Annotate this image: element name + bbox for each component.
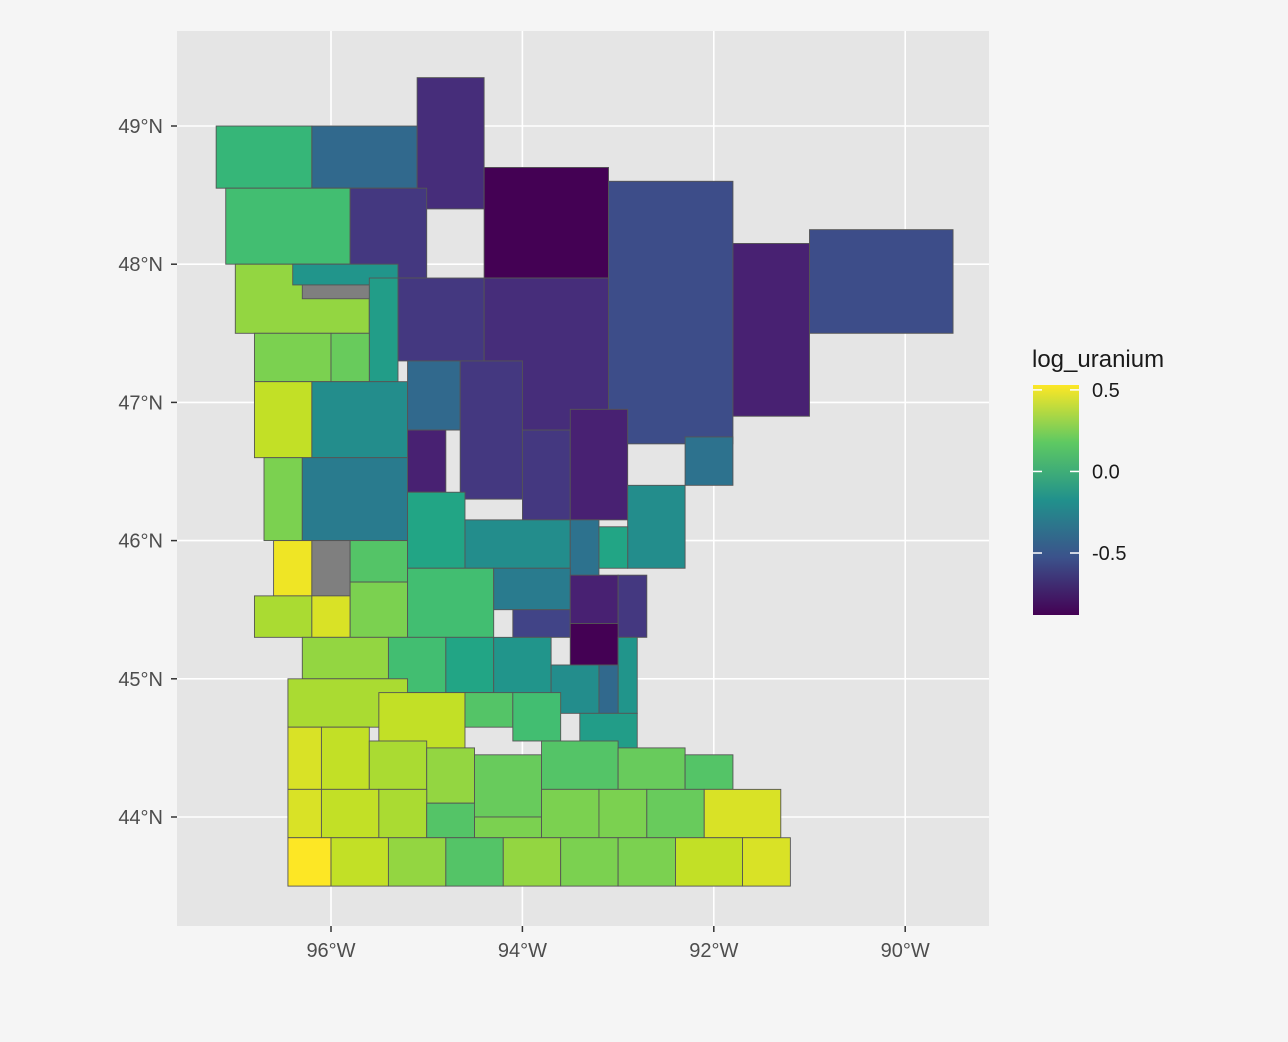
county-polygon xyxy=(320,788,380,839)
county-polygon xyxy=(617,747,686,790)
county-polygon xyxy=(225,187,351,265)
county-polygon xyxy=(560,837,619,887)
county-polygon xyxy=(474,754,542,818)
county-polygon xyxy=(742,837,791,887)
county-polygon xyxy=(416,77,485,210)
county-polygon xyxy=(311,595,351,638)
county-polygon xyxy=(426,747,476,804)
county-polygon xyxy=(263,457,303,542)
county-polygon xyxy=(387,837,447,887)
county-polygon xyxy=(646,788,705,839)
county-polygon xyxy=(407,429,447,493)
county-polygon xyxy=(541,740,619,790)
county-polygon xyxy=(311,381,409,459)
county-polygon xyxy=(349,187,428,279)
county-polygon xyxy=(598,788,648,839)
y-tick-label: 46°N xyxy=(118,531,163,553)
county-polygon xyxy=(287,837,332,887)
legend-colorbar xyxy=(1033,385,1079,615)
county-polygon xyxy=(330,837,389,887)
y-tick-label: 48°N xyxy=(118,254,163,276)
county-polygon xyxy=(569,574,619,624)
county-polygon xyxy=(287,726,322,790)
legend-label: -0.5 xyxy=(1092,543,1126,565)
legend: log_uranium 0.5 0.0 -0.5 xyxy=(1032,346,1164,615)
county-polygon xyxy=(464,519,571,569)
county-polygon xyxy=(541,788,600,839)
county-polygon xyxy=(608,180,734,445)
county-polygon xyxy=(397,277,485,362)
y-tick-label: 49°N xyxy=(118,116,163,138)
y-tick-label: 47°N xyxy=(118,392,163,414)
county-polygon xyxy=(311,125,418,189)
legend-ticks: 0.5 0.0 -0.5 xyxy=(1033,380,1126,565)
legend-label: 0.0 xyxy=(1092,461,1120,483)
county-polygon xyxy=(301,284,380,300)
county-polygon xyxy=(483,167,609,279)
county-polygon xyxy=(493,567,571,611)
x-axis: 96°W 94°W 92°W 90°W xyxy=(306,926,930,962)
county-polygon xyxy=(493,636,552,700)
county-polygon xyxy=(598,526,629,569)
county-polygon xyxy=(474,816,542,839)
county-polygon xyxy=(502,837,562,887)
county-polygon xyxy=(349,581,409,638)
x-tick-label: 94°W xyxy=(498,940,547,962)
county-polygon xyxy=(521,429,571,521)
county-polygon xyxy=(349,540,409,583)
county-polygon xyxy=(253,381,313,459)
county-polygon xyxy=(407,360,461,431)
x-tick-label: 96°W xyxy=(306,940,355,962)
county-polygon xyxy=(809,229,954,334)
county-polygon xyxy=(426,802,476,839)
y-tick-label: 44°N xyxy=(118,807,163,829)
county-polygon xyxy=(617,636,638,714)
county-polygon xyxy=(378,788,428,839)
county-polygon xyxy=(287,788,322,839)
county-polygon xyxy=(598,664,619,714)
county-polygon xyxy=(368,277,399,383)
county-polygon xyxy=(301,457,409,542)
county-polygon xyxy=(684,754,734,790)
county-polygon xyxy=(253,595,313,638)
county-polygons xyxy=(215,77,954,887)
county-polygon xyxy=(407,567,495,638)
county-polygon xyxy=(215,125,313,189)
county-polygon xyxy=(253,332,332,383)
legend-title: log_uranium xyxy=(1032,346,1164,373)
county-polygon xyxy=(273,540,313,597)
county-polygon xyxy=(732,243,810,417)
county-polygon xyxy=(320,726,370,790)
county-polygon xyxy=(407,491,466,569)
x-tick-label: 90°W xyxy=(881,940,930,962)
county-polygon xyxy=(617,837,676,887)
county-polygon xyxy=(459,360,523,500)
county-polygon xyxy=(569,623,619,666)
county-polygon xyxy=(569,408,629,521)
county-polygon xyxy=(464,692,514,728)
county-polygon xyxy=(703,788,782,839)
county-polygon xyxy=(311,540,351,597)
county-polygon xyxy=(512,609,571,638)
legend-label: 0.5 xyxy=(1092,380,1120,402)
county-polygon xyxy=(512,692,562,742)
county-polygon xyxy=(330,332,370,383)
county-polygon xyxy=(445,837,504,887)
county-polygon xyxy=(445,636,495,694)
county-polygon xyxy=(627,484,686,569)
y-tick-label: 45°N xyxy=(118,669,163,691)
county-polygon xyxy=(684,436,734,486)
county-polygon xyxy=(675,837,743,887)
x-tick-label: 92°W xyxy=(689,940,738,962)
county-polygon xyxy=(368,740,428,790)
county-polygon xyxy=(617,574,648,638)
county-polygon xyxy=(301,636,389,680)
y-axis: 49°N 48°N 47°N 46°N 45°N 44°N xyxy=(118,116,177,829)
